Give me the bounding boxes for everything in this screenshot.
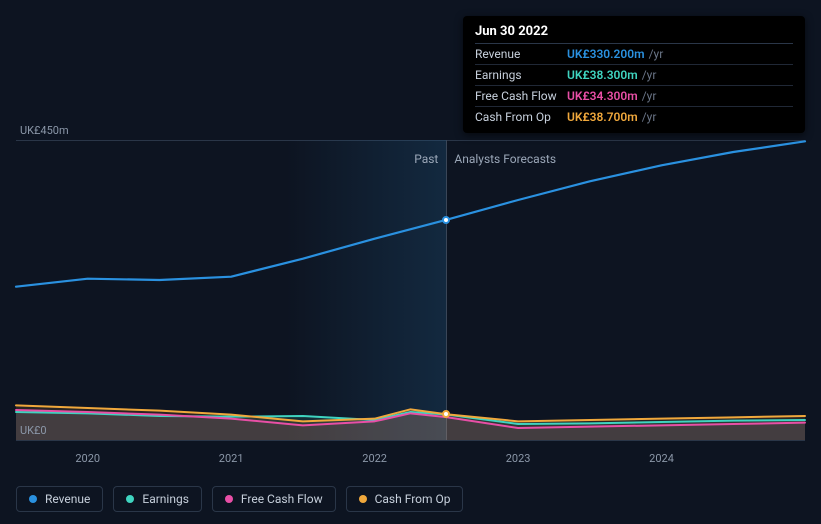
series-svg xyxy=(16,140,805,440)
y-axis-label-max: UK£450m xyxy=(20,124,69,137)
chart-container: UK£450m Past Analysts Forecasts UK£0 202… xyxy=(0,0,821,524)
tooltip-row-label: Free Cash Flow xyxy=(475,89,567,103)
tooltip-row-value: UK£330.200m xyxy=(567,47,645,61)
tooltip-row-suffix: /yr xyxy=(642,68,657,82)
tooltip-row-suffix: /yr xyxy=(642,110,657,124)
legend-label: Free Cash Flow xyxy=(241,492,323,506)
tooltip-row-suffix: /yr xyxy=(642,89,657,103)
legend-item-fcf[interactable]: Free Cash Flow xyxy=(212,486,336,512)
legend-item-revenue[interactable]: Revenue xyxy=(16,486,103,512)
x-axis-tick: 2020 xyxy=(75,452,100,465)
x-axis-tick: 2023 xyxy=(506,452,531,465)
legend-item-earnings[interactable]: Earnings xyxy=(113,486,202,512)
x-axis-tick: 2022 xyxy=(362,452,387,465)
legend-label: Cash From Op xyxy=(375,492,451,506)
gridline-bottom xyxy=(16,440,805,441)
tooltip-row-value: UK£38.700m xyxy=(567,110,638,124)
tooltip-date: Jun 30 2022 xyxy=(475,24,793,44)
tooltip-row-fcf: Free Cash FlowUK£34.300m/yr xyxy=(475,86,793,107)
tooltip-row-label: Revenue xyxy=(475,47,567,61)
x-axis-tick: 2021 xyxy=(219,452,244,465)
tooltip-row-earnings: EarningsUK£38.300m/yr xyxy=(475,65,793,86)
tooltip-row-value: UK£38.300m xyxy=(567,68,638,82)
tooltip-row-cfo: Cash From OpUK£38.700m/yr xyxy=(475,107,793,127)
tooltip: Jun 30 2022 RevenueUK£330.200m/yrEarning… xyxy=(463,16,805,133)
y-axis-label-min: UK£0 xyxy=(20,424,47,437)
series-line-revenue xyxy=(16,141,805,286)
tooltip-row-revenue: RevenueUK£330.200m/yr xyxy=(475,44,793,65)
tooltip-row-label: Earnings xyxy=(475,68,567,82)
tooltip-row-suffix: /yr xyxy=(649,47,664,61)
legend-label: Earnings xyxy=(142,492,189,506)
hover-marker-cfo xyxy=(442,410,450,418)
legend-dot-icon xyxy=(29,495,37,503)
legend-dot-icon xyxy=(225,495,233,503)
legend-dot-icon xyxy=(359,495,367,503)
tooltip-row-value: UK£34.300m xyxy=(567,89,638,103)
legend-label: Revenue xyxy=(45,492,90,506)
hover-marker-revenue xyxy=(442,216,450,224)
legend-dot-icon xyxy=(126,495,134,503)
legend: Revenue Earnings Free Cash Flow Cash From O… xyxy=(16,486,463,512)
tooltip-row-label: Cash From Op xyxy=(475,110,567,124)
chart-plot-area[interactable]: Past Analysts Forecasts xyxy=(16,140,805,440)
legend-item-cfo[interactable]: Cash From Op xyxy=(346,486,464,512)
x-axis-tick: 2024 xyxy=(649,452,674,465)
x-axis-labels: 2020 2021 2022 2023 2024 xyxy=(16,452,805,470)
